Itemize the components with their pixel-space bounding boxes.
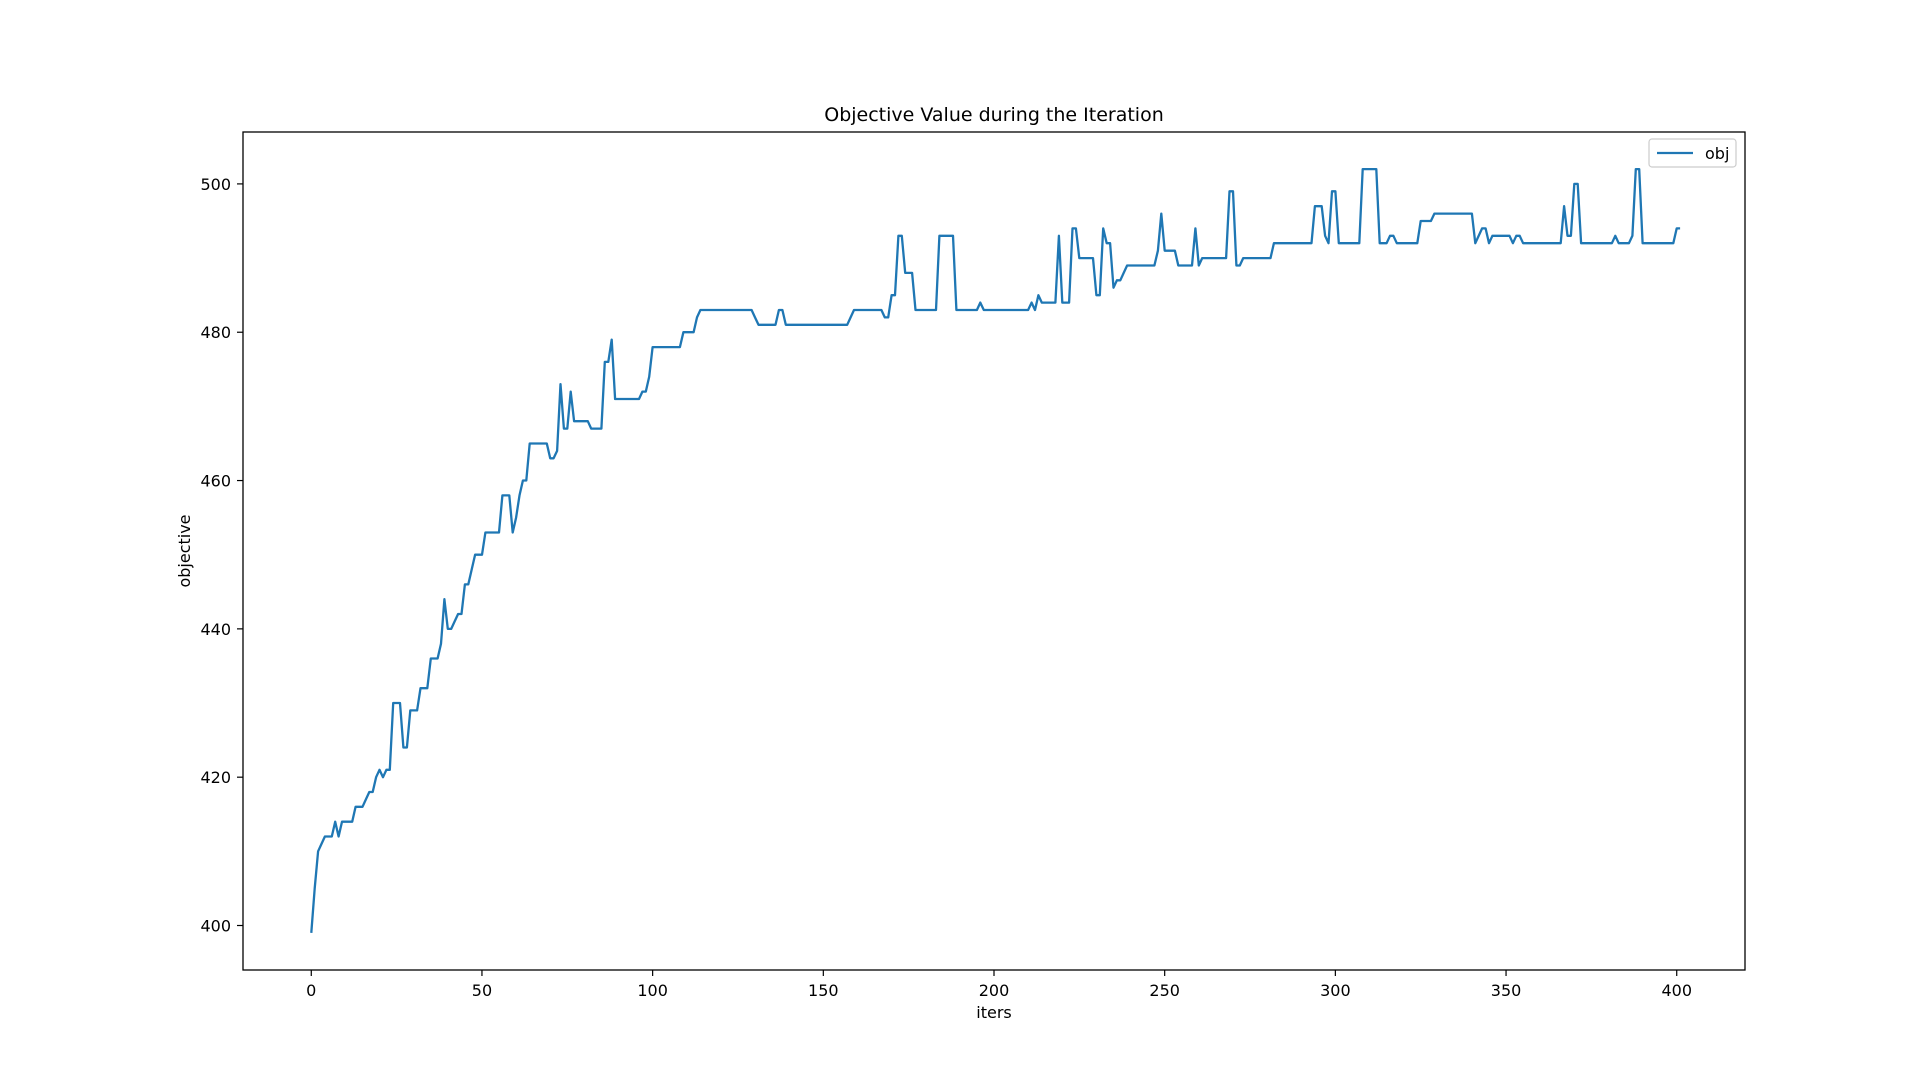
x-tick-label: 100	[637, 981, 668, 1000]
obj-series-line	[310, 167, 1681, 933]
x-tick-label: 150	[808, 981, 839, 1000]
x-tick-label: 50	[472, 981, 492, 1000]
y-axis-ticks: 400 420 440 460 480 500	[200, 175, 243, 936]
x-tick-label: 0	[306, 981, 316, 1000]
x-tick-label: 200	[979, 981, 1010, 1000]
x-axis-ticks: 0 50 100 150 200 250 300 350 400	[306, 970, 1692, 1000]
x-tick-label: 400	[1661, 981, 1692, 1000]
legend: obj	[1648, 138, 1737, 168]
y-tick-label: 420	[200, 768, 231, 787]
y-tick-label: 500	[200, 175, 231, 194]
plot-area-frame	[242, 131, 1746, 971]
y-tick-label: 440	[200, 620, 231, 639]
chart-title: Objective Value during the Iteration	[824, 104, 1164, 126]
y-tick-label: 400	[200, 917, 231, 936]
y-axis-label: objective	[175, 514, 194, 587]
y-tick-label: 480	[200, 323, 231, 342]
x-axis-label: iters	[976, 1003, 1011, 1022]
legend-label-obj: obj	[1705, 144, 1729, 163]
x-tick-label: 300	[1320, 981, 1351, 1000]
x-tick-label: 350	[1491, 981, 1522, 1000]
y-tick-label: 460	[200, 472, 231, 491]
x-tick-label: 250	[1149, 981, 1180, 1000]
